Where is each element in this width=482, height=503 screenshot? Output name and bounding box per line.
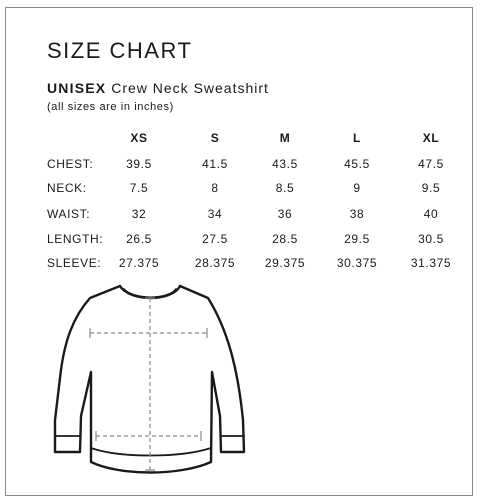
size-header-l: L xyxy=(353,131,361,145)
product-name: Crew Neck Sweatshirt xyxy=(111,80,269,96)
length-m-value: 28.5 xyxy=(272,232,298,246)
row-label-length: LENGTH: xyxy=(47,232,104,246)
length-xl-value: 30.5 xyxy=(418,232,444,246)
size-header-m: M xyxy=(279,131,291,145)
neck-xl-value: 9.5 xyxy=(421,181,441,195)
row-label-chest: CHEST: xyxy=(47,157,94,171)
sleeve-xs-value: 27.375 xyxy=(118,256,160,270)
size-chart-frame xyxy=(5,7,473,496)
neck-l-value: 9 xyxy=(353,181,361,195)
waistband-line xyxy=(90,447,212,457)
neck-s-value: 8 xyxy=(211,181,219,195)
waist-s-value: 34 xyxy=(207,207,223,221)
row-label-waist: WAIST: xyxy=(47,207,91,221)
chest-xl-value: 47.5 xyxy=(418,157,444,171)
size-header-s: S xyxy=(210,131,220,145)
chest-m-value: 43.5 xyxy=(272,157,298,171)
sleeve-xl-value: 31.375 xyxy=(410,256,452,270)
size-header-xl: XL xyxy=(422,131,440,145)
waist-xs-value: 32 xyxy=(131,207,147,221)
sleeve-s-value: 28.375 xyxy=(194,256,236,270)
sweatshirt-body-outline xyxy=(53,284,246,474)
row-label-sleeve: SLEEVE: xyxy=(47,256,102,270)
chest-xs-value: 39.5 xyxy=(126,157,152,171)
chest-s-value: 41.5 xyxy=(202,157,228,171)
size-header-xs: XS xyxy=(130,131,148,145)
neck-m-value: 8.5 xyxy=(275,181,295,195)
chest-l-value: 45.5 xyxy=(344,157,370,171)
waist-l-value: 38 xyxy=(349,207,365,221)
units-note: (all sizes are in inches) xyxy=(47,101,174,113)
page-title: SIZE CHART xyxy=(47,38,193,63)
waist-xl-value: 40 xyxy=(423,207,439,221)
length-s-value: 27.5 xyxy=(202,232,228,246)
product-gender-label: UNISEX xyxy=(47,80,107,96)
length-xs-value: 26.5 xyxy=(126,232,152,246)
sleeve-m-value: 29.375 xyxy=(264,256,306,270)
row-label-neck: NECK: xyxy=(47,181,87,195)
product-subtitle: UNISEX Crew Neck Sweatshirt xyxy=(47,79,269,97)
sleeve-l-value: 30.375 xyxy=(336,256,378,270)
neck-xs-value: 7.5 xyxy=(129,181,149,195)
length-l-value: 29.5 xyxy=(344,232,370,246)
waist-m-value: 36 xyxy=(277,207,293,221)
collar-rib xyxy=(123,288,177,299)
